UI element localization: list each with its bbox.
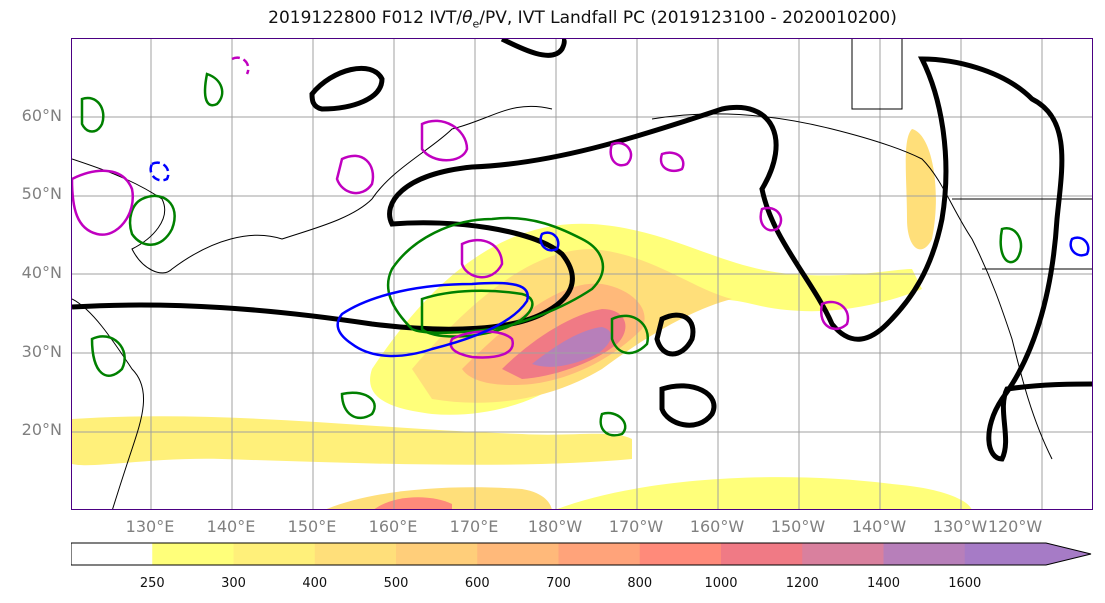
lat-label-20n: 20°N (21, 420, 62, 439)
lat-label-30n: 30°N (21, 342, 62, 361)
graticule (72, 39, 1092, 509)
colorbar-tick-label: 250 (139, 576, 165, 591)
pc-contours (72, 39, 1092, 462)
lon-label-160e: 160°E (368, 517, 418, 536)
lon-label-150w: 150°W (770, 517, 826, 536)
colorbar-tick-label: 1000 (704, 576, 738, 591)
colorbar (70, 541, 1101, 575)
lon-label-140w: 140°W (851, 517, 907, 536)
ivt-shading (72, 129, 972, 509)
colorbar-extend-arrow (1046, 543, 1091, 565)
theta-e-contours (80, 72, 1023, 437)
colorbar-swatch (152, 543, 234, 565)
colorbar-swatch (802, 543, 884, 565)
lon-label-170e: 170°E (449, 517, 499, 536)
colorbar-tick-label: 300 (221, 576, 246, 591)
pv-contours (72, 56, 850, 359)
map-panel (71, 38, 1093, 510)
colorbar-swatch (639, 543, 722, 565)
colorbar-swatch (71, 543, 153, 565)
colorbar-swatch (883, 543, 966, 565)
lon-label-170w: 170°W (608, 517, 664, 536)
lon-label-120w: 120°W (987, 517, 1043, 536)
lon-label-180w: 180°W (527, 517, 583, 536)
colorbar-tick-label: 500 (383, 576, 409, 591)
colorbar-tick-label: 800 (627, 576, 653, 591)
colorbar-swatch (558, 543, 641, 565)
lon-label-130w: 130°W (932, 517, 988, 536)
colorbar-swatch (964, 543, 1047, 565)
colorbar-swatches (70, 542, 1092, 566)
colorbar-tick-label: 600 (464, 576, 490, 591)
map-title: 2019122800 F012 IVT/θe/PV, IVT Landfall … (268, 8, 897, 31)
colorbar-swatch (396, 543, 478, 565)
colorbar-tick-label: 1200 (785, 576, 819, 591)
colorbar-tick-label: 1600 (948, 576, 982, 591)
colorbar-swatch (721, 543, 803, 565)
map-canvas (72, 39, 1092, 509)
colorbar-tick-label: 700 (546, 576, 571, 591)
lat-label-60n: 60°N (21, 106, 62, 125)
lon-label-150e: 150°E (287, 517, 337, 536)
lon-label-140e: 140°E (206, 517, 256, 536)
blue-contours (149, 161, 1090, 358)
colorbar-swatch (314, 543, 397, 565)
colorbar-swatch (233, 543, 316, 565)
colorbar-swatch (477, 543, 559, 565)
colorbar-tick-label: 400 (302, 576, 328, 591)
lat-label-50n: 50°N (21, 184, 62, 203)
colorbar-tick-label: 1400 (866, 576, 901, 591)
lon-label-130e: 130°E (125, 517, 175, 536)
lon-label-160w: 160°W (689, 517, 745, 536)
lat-label-40n: 40°N (21, 263, 62, 282)
